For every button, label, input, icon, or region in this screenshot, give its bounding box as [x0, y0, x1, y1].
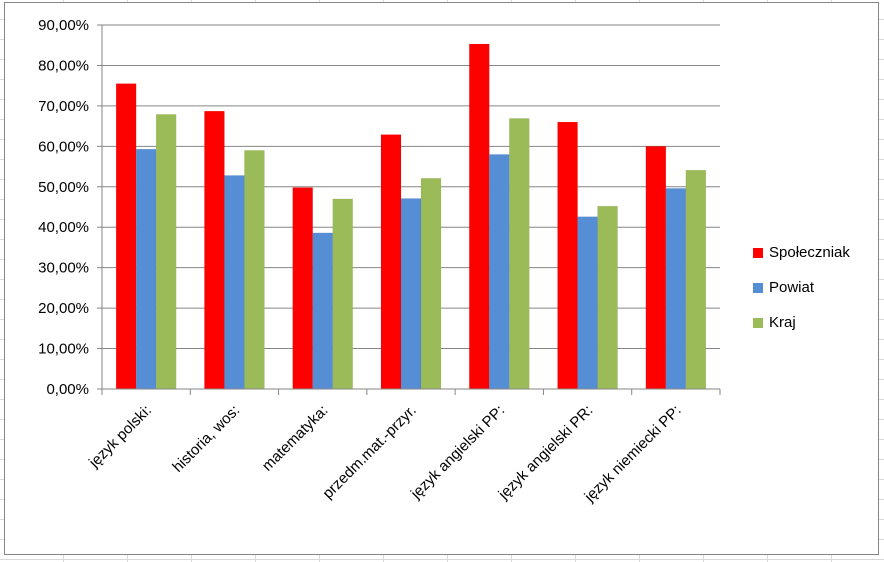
y-tick-label: 30,00% — [38, 260, 89, 277]
x-tick-label: przedm.mat.-przyr. — [319, 402, 419, 502]
bar — [244, 150, 265, 390]
bar — [380, 134, 402, 390]
y-tick-label: 90,00% — [38, 17, 89, 34]
bar — [557, 121, 578, 390]
chart-area[interactable]: 0,00% 10,00% 20,00% 30,00% 40,00% 50,00% 60,00… — [4, 2, 879, 555]
bar — [645, 146, 667, 390]
y-tick-label: 70,00% — [38, 98, 89, 115]
y-tick-label: 0,00% — [46, 381, 89, 398]
x-tick-label: język angielski PR: — [495, 402, 597, 504]
x-tick-label: matematyka: — [259, 402, 332, 475]
legend-swatch — [753, 282, 763, 293]
bar — [489, 154, 510, 390]
bar — [577, 216, 598, 390]
bar — [469, 43, 490, 390]
bar — [312, 232, 333, 390]
bar — [400, 198, 422, 390]
bar — [115, 83, 137, 390]
y-tick-label: 80,00% — [38, 57, 89, 74]
chart-legend: Społeczniak Powiat Kraj — [753, 235, 850, 340]
legend-item-kraj: Kraj — [753, 305, 850, 340]
chart-plot: 0,00% 10,00% 20,00% 30,00% 40,00% 50,00% 60,00… — [38, 17, 721, 506]
x-tick-label: język angielski PP: — [407, 402, 508, 503]
legend-label: Kraj — [769, 314, 796, 331]
bar — [509, 118, 530, 390]
y-tick-label: 40,00% — [38, 219, 89, 236]
bar — [155, 114, 177, 390]
bar — [224, 175, 245, 390]
bar — [292, 187, 313, 390]
legend-item-spoleczniak: Społeczniak — [753, 235, 850, 270]
legend-item-powiat: Powiat — [753, 270, 850, 305]
y-tick-label: 60,00% — [38, 138, 89, 155]
x-tick-label: język polski: — [85, 402, 155, 472]
y-tick-label: 10,00% — [38, 341, 89, 358]
y-tick-label: 20,00% — [38, 300, 89, 317]
bar — [685, 169, 707, 390]
y-tick-label: 50,00% — [38, 179, 89, 196]
legend-swatch — [753, 317, 763, 328]
legend-label: Powiat — [769, 279, 815, 296]
x-tick-label: historia, wos: — [169, 402, 243, 476]
bar — [597, 205, 618, 390]
bar — [332, 198, 353, 390]
bar — [135, 148, 157, 390]
bar — [420, 178, 442, 390]
bar — [204, 110, 225, 390]
bar — [665, 188, 687, 390]
legend-swatch — [753, 247, 763, 258]
legend-label: Społeczniak — [769, 244, 850, 261]
x-tick-label: język niemiecki PP: — [581, 402, 685, 506]
